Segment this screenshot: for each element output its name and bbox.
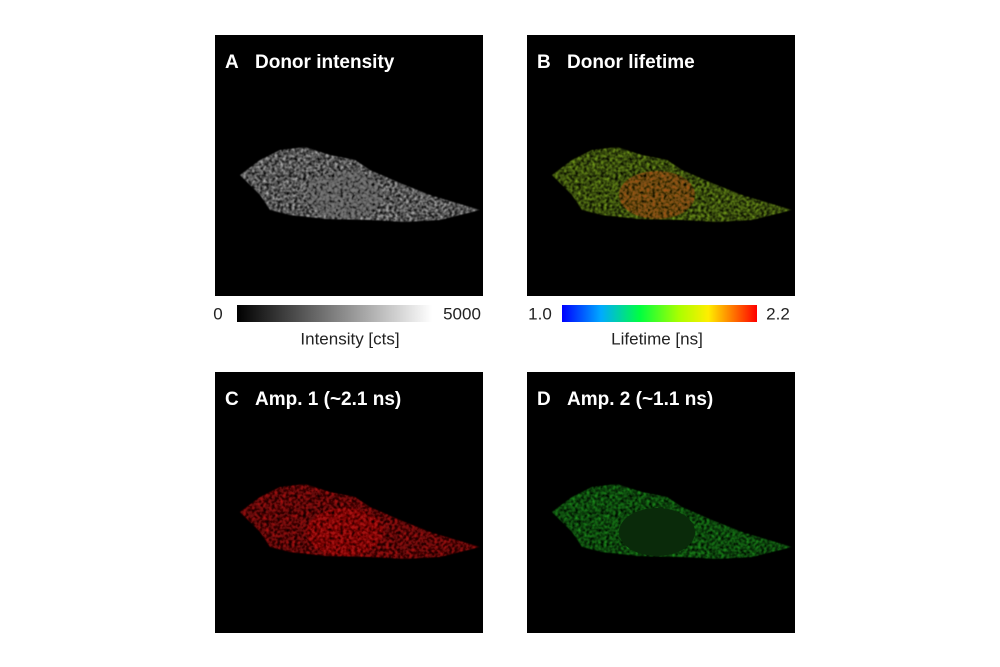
colorbar bbox=[237, 305, 432, 322]
panel-title: Amp. 2 (~1.1 ns) bbox=[567, 389, 713, 410]
colorbar-min: 1.0 bbox=[528, 304, 552, 323]
panel-title: Donor lifetime bbox=[567, 52, 695, 73]
panel-letter: B bbox=[537, 52, 551, 73]
colorbar-max: 5000 bbox=[443, 304, 481, 323]
nucleus bbox=[619, 171, 695, 219]
colorbar-max: 2.2 bbox=[766, 304, 790, 323]
colorbar-min: 0 bbox=[213, 304, 222, 323]
panel-letter: D bbox=[537, 389, 551, 410]
nucleus bbox=[619, 508, 695, 556]
panel-title: Donor intensity bbox=[255, 52, 395, 73]
panel-letter: A bbox=[225, 52, 239, 73]
panel-letter: C bbox=[225, 389, 239, 410]
colorbar bbox=[562, 305, 757, 322]
panel-title: Amp. 1 (~2.1 ns) bbox=[255, 389, 401, 410]
colorbar-label: Lifetime [ns] bbox=[611, 329, 703, 348]
nucleus bbox=[307, 508, 383, 556]
nucleus bbox=[307, 171, 383, 219]
colorbar-label: Intensity [cts] bbox=[300, 329, 399, 348]
